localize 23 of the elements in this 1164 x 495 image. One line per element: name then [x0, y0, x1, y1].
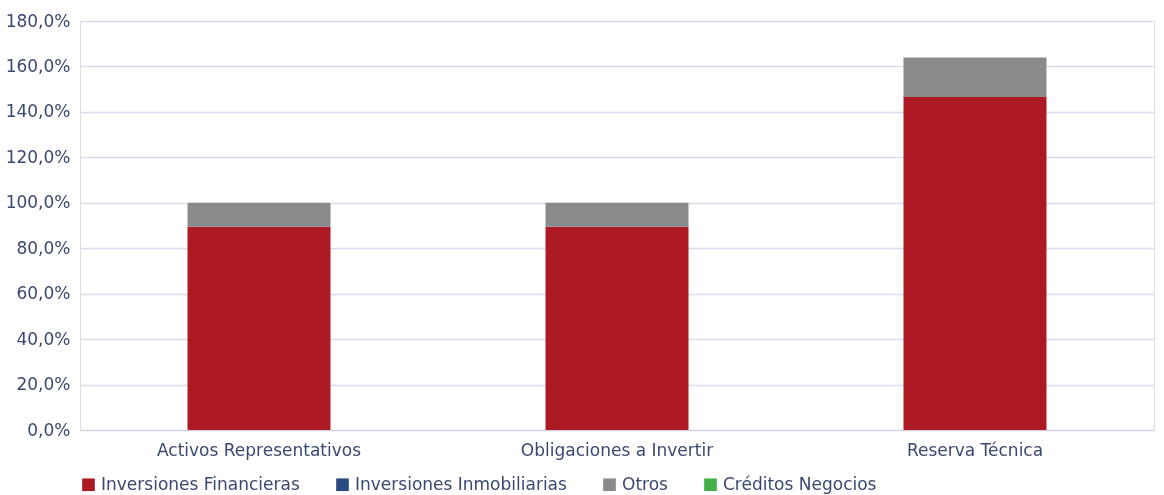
- legend-label: Inversiones Inmobiliarias: [355, 473, 568, 494]
- bar: [903, 57, 1047, 97]
- y-tick-label: 160,0%: [5, 55, 71, 76]
- y-tick-label: 180,0%: [5, 10, 71, 31]
- x-tick-label: Obligaciones a Invertir: [520, 439, 714, 460]
- y-tick-label: 40,0%: [16, 328, 71, 349]
- y-tick-label: 0,0%: [27, 419, 71, 440]
- bar: [545, 226, 689, 430]
- bar: [187, 226, 331, 430]
- x-tick-label: Activos Representativos: [156, 439, 362, 460]
- legend-label: Inversiones Financieras: [101, 473, 300, 494]
- y-tick-label: 120,0%: [5, 146, 71, 167]
- x-tick-label: Reserva Técnica: [906, 439, 1044, 460]
- y-tick-label: 140,0%: [5, 101, 71, 122]
- y-tick-label: 60,0%: [16, 283, 71, 304]
- y-tick-label: 80,0%: [16, 237, 71, 258]
- legend-label: Otros: [622, 473, 669, 494]
- bar: [903, 96, 1047, 430]
- bar: [545, 202, 689, 227]
- bar: [187, 202, 331, 227]
- legend-label: Créditos Negocios: [723, 473, 877, 494]
- y-tick-label: 100,0%: [5, 192, 71, 213]
- y-tick-label: 20,0%: [16, 374, 71, 395]
